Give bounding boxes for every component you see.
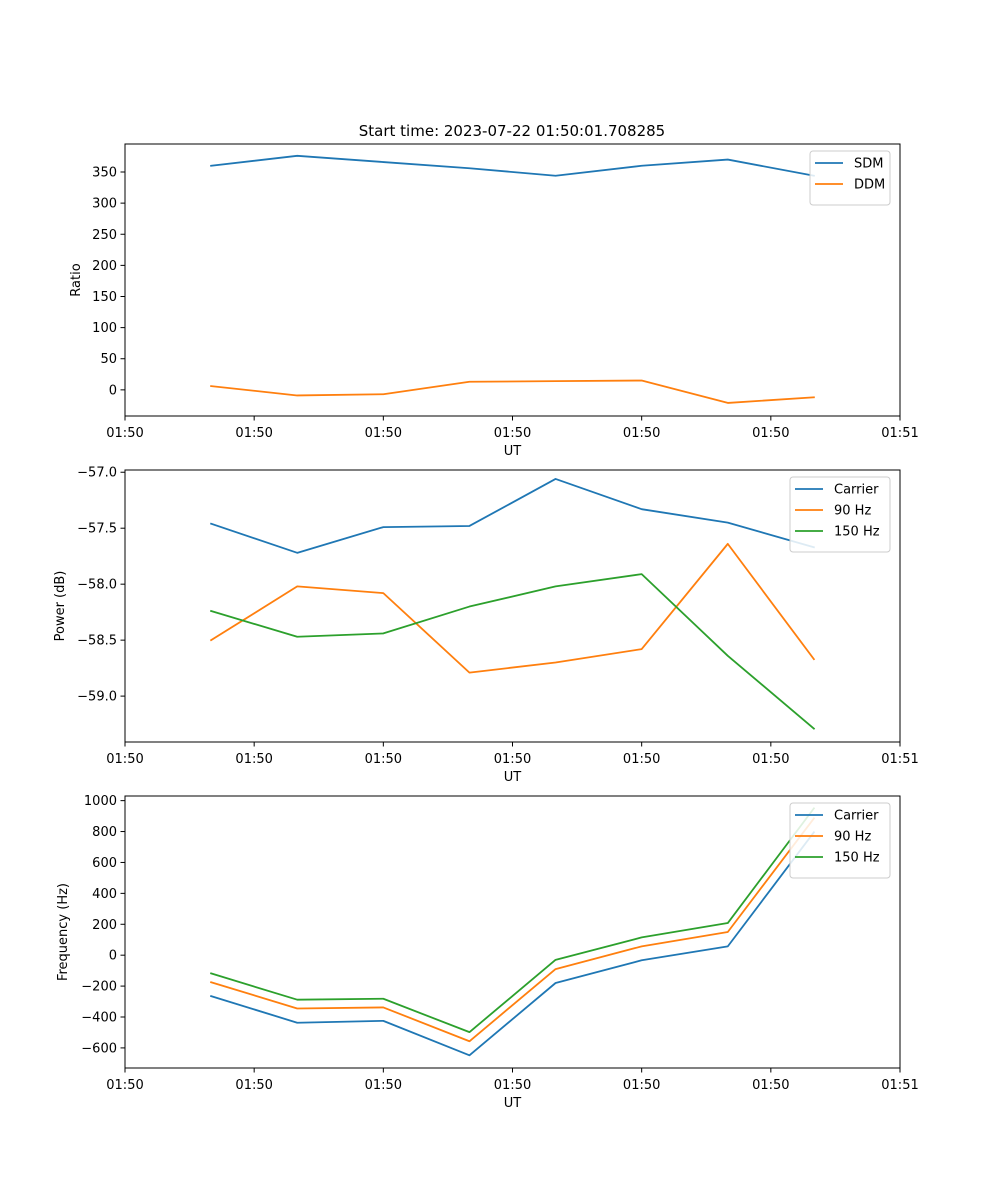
legend-entry: Carrier [834, 809, 879, 824]
x-tick-label: 01:50 [365, 752, 402, 767]
y-tick-label: 600 [92, 856, 117, 871]
figure-title: Start time: 2023-07-22 01:50:01.708285 [359, 122, 665, 140]
y-tick-label: 0 [109, 383, 117, 398]
x-tick-label: 01:51 [881, 1078, 918, 1093]
x-tick-label: 01:50 [106, 426, 143, 441]
legend-box [809, 150, 891, 206]
x-tick-label: 01:51 [881, 426, 918, 441]
y-axis-label: Ratio [69, 263, 84, 296]
x-tick-label: 01:50 [106, 752, 143, 767]
x-tick-label: 01:50 [235, 752, 272, 767]
y-tick-label: −600 [81, 1041, 117, 1056]
y-tick-label: −57.5 [77, 522, 117, 537]
x-tick-label: 01:50 [494, 752, 531, 767]
series-line-150-hz [209, 573, 816, 730]
x-axis-label: UT [504, 1096, 522, 1111]
legend-entry: 90 Hz [834, 830, 871, 845]
y-tick-label: 800 [92, 825, 117, 840]
y-tick-label: 250 [92, 228, 117, 243]
x-tick-label: 01:50 [623, 752, 660, 767]
legend-entry: 150 Hz [834, 525, 880, 540]
y-axis-label: Frequency (Hz) [56, 883, 71, 981]
y-tick-label: 400 [92, 887, 117, 902]
y-tick-label: 350 [92, 166, 117, 181]
x-tick-label: 01:50 [623, 1078, 660, 1093]
x-tick-label: 01:50 [235, 426, 272, 441]
y-tick-label: −200 [81, 980, 117, 995]
subplot-1: 01:50 01:50 01:50 01:50 01:50 01:50 01:51 0 50 10… [69, 143, 919, 459]
legend-entry: DDM [854, 178, 885, 193]
y-tick-label: 1000 [84, 794, 117, 809]
legend-entry: SDM [854, 157, 883, 172]
subplot-panels: 01:50 01:50 01:50 01:50 01:50 01:50 01:51 0 50 10… [53, 143, 919, 1111]
legend-entry: 90 Hz [834, 504, 871, 519]
series-line-carrier [209, 478, 816, 554]
y-tick-label: 0 [109, 949, 117, 964]
x-tick-label: 01:50 [365, 1078, 402, 1093]
series-line-ddm [210, 379, 815, 404]
x-tick-label: 01:50 [752, 426, 789, 441]
series-line-carrier [209, 831, 816, 1057]
y-tick-label: −59.0 [77, 690, 117, 705]
y-tick-label: 200 [92, 918, 117, 933]
subplot-3: 01:50 01:50 01:50 01:50 01:50 01:50 01:51 −600 −… [56, 794, 919, 1111]
legend-entry: Carrier [834, 483, 879, 498]
legend: SDM DDM [809, 150, 891, 206]
series-line-90-hz [209, 542, 816, 674]
y-axis-label: Power (dB) [53, 571, 68, 642]
legend: Carrier 90 Hz 150 Hz [789, 476, 891, 553]
x-tick-label: 01:50 [494, 426, 531, 441]
x-tick-label: 01:50 [752, 752, 789, 767]
y-tick-label: 100 [92, 321, 117, 336]
axes-frame [124, 469, 901, 743]
x-tick-label: 01:50 [623, 426, 660, 441]
x-tick-label: 01:51 [881, 752, 918, 767]
series-line-150-hz [209, 807, 816, 1034]
axes-frame [124, 795, 901, 1069]
legend-entry: 150 Hz [834, 851, 880, 866]
axes-frame [124, 143, 901, 417]
y-tick-label: −57.0 [77, 466, 117, 481]
x-axis-label: UT [504, 770, 522, 785]
x-tick-label: 01:50 [235, 1078, 272, 1093]
y-tick-label: 50 [100, 352, 117, 367]
x-tick-label: 01:50 [752, 1078, 789, 1093]
series-line-90-hz [209, 817, 816, 1043]
subplot-2: 01:50 01:50 01:50 01:50 01:50 01:50 01:51 −59.0… [53, 466, 919, 785]
legend: Carrier 90 Hz 150 Hz [789, 802, 891, 879]
x-axis-label: UT [504, 444, 522, 459]
series-line-sdm [210, 154, 815, 177]
y-tick-label: −58.0 [77, 578, 117, 593]
x-tick-label: 01:50 [106, 1078, 143, 1093]
y-tick-label: −58.5 [77, 634, 117, 649]
y-tick-label: 150 [92, 290, 117, 305]
y-tick-label: −400 [81, 1011, 117, 1026]
y-tick-label: 300 [92, 197, 117, 212]
legend-box [789, 802, 891, 879]
x-tick-label: 01:50 [494, 1078, 531, 1093]
x-tick-label: 01:50 [365, 426, 402, 441]
y-tick-label: 200 [92, 259, 117, 274]
legend-box [789, 476, 891, 553]
